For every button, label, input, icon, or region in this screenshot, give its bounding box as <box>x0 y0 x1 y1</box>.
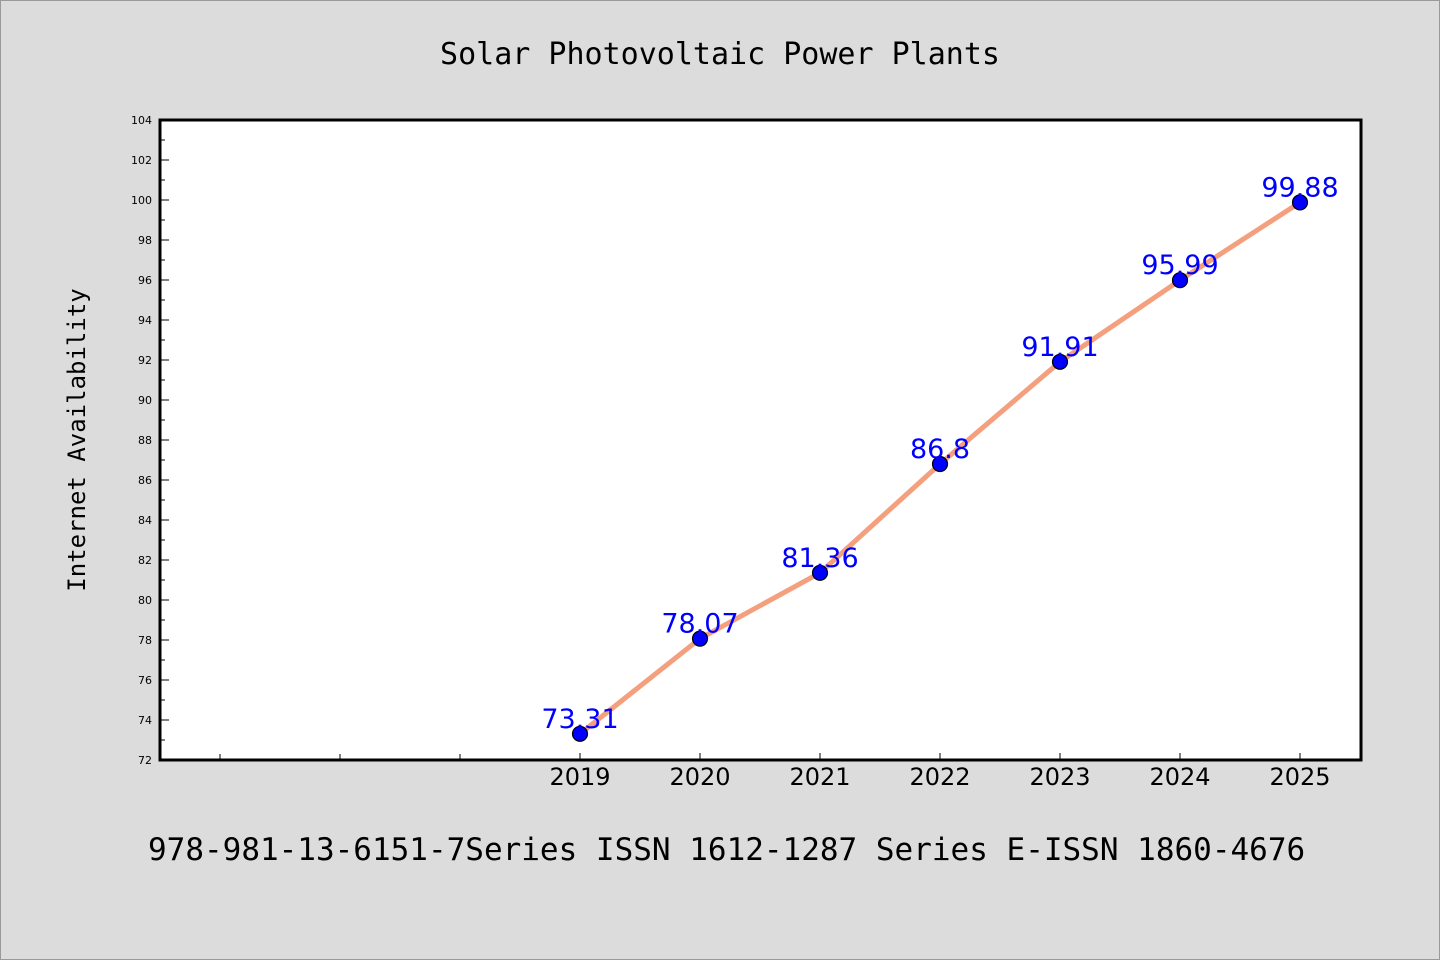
x-tick-label: 2021 <box>789 763 850 791</box>
y-tick-label: 84 <box>138 514 152 527</box>
x-tick-label: 2025 <box>1269 763 1330 791</box>
y-tick-label: 76 <box>138 674 152 687</box>
y-axis: 72 74 76 78 80 82 84 86 88 90 92 94 96 98 100 102 104 <box>131 114 169 767</box>
y-tick-label: 92 <box>138 354 152 367</box>
series-group: 73.31 78.07 81.36 86.8 91.91 95.99 99.88 <box>541 172 1339 742</box>
y-tick-label: 78 <box>138 634 152 647</box>
y-tick-label: 86 <box>138 474 152 487</box>
x-axis: 2019 2020 2021 2022 2023 2024 2025 <box>219 753 1331 791</box>
y-axis-label: Internet Availability <box>63 288 91 591</box>
data-point <box>691 630 709 647</box>
data-label: 91.91 <box>1021 332 1098 363</box>
x-tick-label: 2020 <box>669 763 730 791</box>
y-tick-label: 88 <box>138 434 152 447</box>
data-point <box>931 455 949 473</box>
data-point <box>571 725 589 742</box>
data-point <box>1171 272 1189 289</box>
data-label: 81.36 <box>781 543 858 574</box>
data-label: 95.99 <box>1141 250 1218 281</box>
data-label: 99.88 <box>1261 172 1338 203</box>
y-tick-label: 82 <box>138 554 152 567</box>
footer-caption: 978-981-13-6151-7Series ISSN 1612-1287 S… <box>148 832 1306 868</box>
x-tick-label: 2022 <box>909 763 970 791</box>
y-tick-label: 90 <box>138 394 152 407</box>
data-label: 73.31 <box>541 704 618 735</box>
y-tick-label: 74 <box>138 714 152 727</box>
y-tick-label: 80 <box>138 594 152 607</box>
data-label: 86.8 <box>910 434 970 465</box>
chart-title: Solar Photovoltaic Power Plants <box>440 37 1000 72</box>
y-tick-label: 72 <box>138 754 152 767</box>
x-tick-label: 2019 <box>549 763 610 791</box>
y-tick-label: 104 <box>131 114 152 127</box>
y-tick-label: 102 <box>131 154 152 167</box>
x-tick-label: 2024 <box>1149 763 1210 791</box>
y-tick-label: 100 <box>131 194 152 207</box>
data-point <box>811 564 829 581</box>
y-tick-label: 94 <box>138 314 152 327</box>
x-tick-label: 2023 <box>1029 763 1090 791</box>
data-point <box>1051 353 1069 370</box>
data-label: 78.07 <box>661 609 738 640</box>
data-point <box>1291 194 1309 211</box>
plot-area <box>158 118 1363 762</box>
y-tick-label: 98 <box>138 234 152 247</box>
y-tick-label: 96 <box>138 274 152 287</box>
